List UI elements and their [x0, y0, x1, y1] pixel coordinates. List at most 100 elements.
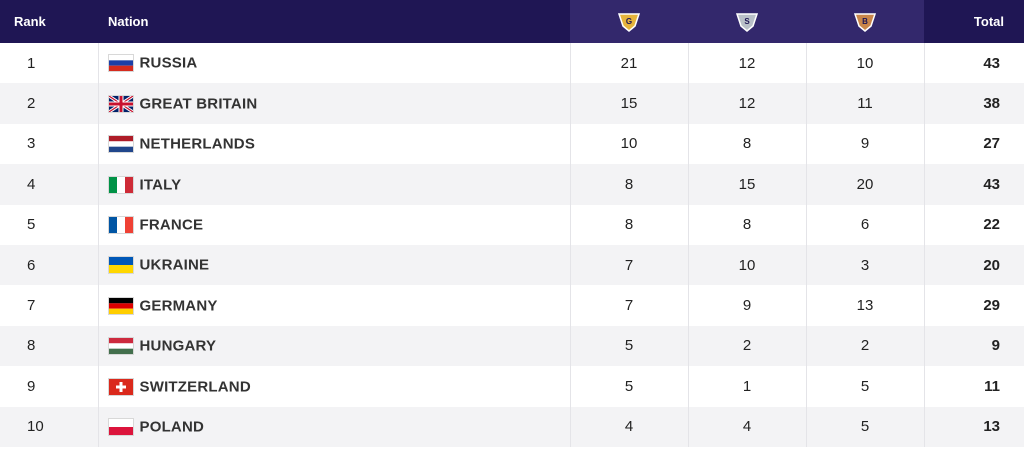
nation-name[interactable]: RUSSIA [139, 54, 198, 72]
total-count-cell: 22 [923, 204, 1024, 245]
gold-count-cell: 7 [569, 285, 688, 326]
nation-column-header[interactable]: Nation [108, 14, 149, 29]
rank-cell: 10 [27, 418, 44, 436]
bronze-count-cell: 3 [805, 244, 924, 286]
rank-cell: 5 [27, 216, 36, 234]
nation-name[interactable]: NETHERLANDS [139, 135, 256, 153]
total-count-cell: 43 [923, 164, 1024, 205]
hungary-flag-icon [108, 338, 133, 355]
silver-column-header[interactable]: S [688, 0, 806, 43]
total-column-header[interactable]: Total [973, 14, 1004, 29]
nation-cell: ITALY [97, 164, 570, 205]
nation-name[interactable]: UKRAINE [139, 256, 210, 274]
silver-count-cell: 4 [687, 406, 806, 447]
ukraine-flag-icon [108, 257, 133, 274]
table-row[interactable]: 9 SWITZERLAND 5 1 5 11 [0, 366, 1024, 407]
silver-count-cell: 1 [687, 366, 806, 407]
nation-cell: GERMANY [97, 285, 570, 326]
bronze-count-cell: 2 [805, 325, 924, 367]
gold-count-cell: 10 [569, 123, 688, 165]
switzerland-flag-icon [108, 378, 133, 395]
silver-count-cell: 12 [687, 43, 806, 84]
medal-table-body: 1 RUSSIA 21 12 10 43 2 GREAT BRITAIN 15 … [0, 43, 1024, 447]
total-count-cell: 11 [923, 366, 1024, 407]
table-row[interactable]: 4 ITALY 8 15 20 43 [0, 164, 1024, 205]
gold-medal-icon: G [618, 12, 640, 32]
silver-medal-icon: S [736, 12, 758, 32]
table-row[interactable]: 5 FRANCE 8 8 6 22 [0, 204, 1024, 245]
nation-cell: NETHERLANDS [97, 123, 570, 165]
nation-cell: UKRAINE [97, 244, 570, 286]
silver-count-cell: 8 [687, 123, 806, 165]
silver-count-cell: 12 [687, 83, 806, 124]
gold-count-cell: 4 [569, 406, 688, 447]
table-row[interactable]: 3 NETHERLANDS 10 8 9 27 [0, 123, 1024, 165]
total-count-cell: 29 [923, 285, 1024, 326]
germany-flag-icon [108, 297, 133, 314]
netherlands-flag-icon [108, 136, 133, 153]
gold-count-cell: 15 [569, 83, 688, 124]
bronze-medal-icon: B [854, 12, 876, 32]
bronze-count-cell: 9 [805, 123, 924, 165]
table-row[interactable]: 10 POLAND 4 4 5 13 [0, 406, 1024, 447]
nation-name[interactable]: SWITZERLAND [139, 378, 251, 396]
total-count-cell: 43 [923, 43, 1024, 84]
silver-count-cell: 2 [687, 325, 806, 367]
france-flag-icon [108, 217, 133, 234]
rank-cell: 2 [27, 95, 36, 113]
rank-cell: 1 [27, 54, 36, 72]
gold-count-cell: 8 [569, 204, 688, 245]
rank-column-header[interactable]: Rank [14, 14, 46, 29]
nation-name[interactable]: GERMANY [139, 297, 218, 315]
table-row[interactable]: 8 HUNGARY 5 2 2 9 [0, 325, 1024, 367]
table-row[interactable]: 7 GERMANY 7 9 13 29 [0, 285, 1024, 326]
nation-name[interactable]: GREAT BRITAIN [139, 95, 258, 113]
russia-flag-icon [108, 55, 133, 72]
gold-count-cell: 5 [569, 366, 688, 407]
silver-count-cell: 9 [687, 285, 806, 326]
bronze-count-cell: 6 [805, 204, 924, 245]
svg-text:S: S [744, 17, 750, 26]
silver-count-cell: 10 [687, 244, 806, 286]
rank-cell: 6 [27, 256, 36, 274]
gold-column-header[interactable]: G [570, 0, 688, 43]
table-row[interactable]: 2 GREAT BRITAIN 15 12 11 38 [0, 83, 1024, 124]
nation-cell: RUSSIA [97, 43, 570, 84]
total-count-cell: 27 [923, 123, 1024, 165]
nation-name[interactable]: HUNGARY [139, 337, 217, 355]
nation-cell: POLAND [97, 406, 570, 447]
nation-name[interactable]: POLAND [139, 418, 205, 436]
great-britain-flag-icon [108, 95, 133, 112]
bronze-count-cell: 11 [805, 83, 924, 124]
bronze-count-cell: 13 [805, 285, 924, 326]
total-count-cell: 9 [923, 325, 1024, 367]
svg-text:G: G [626, 17, 632, 26]
total-count-cell: 13 [923, 406, 1024, 447]
nation-cell: HUNGARY [97, 325, 570, 367]
medal-table-header: Rank Nation G S B Total [0, 0, 1024, 43]
header-row: Rank Nation G S B Total [0, 0, 1024, 43]
nation-cell: FRANCE [97, 204, 570, 245]
rank-cell: 4 [27, 175, 36, 193]
gold-count-cell: 7 [569, 244, 688, 286]
gold-count-cell: 5 [569, 325, 688, 367]
silver-count-cell: 8 [687, 204, 806, 245]
nation-name[interactable]: FRANCE [139, 216, 204, 234]
gold-count-cell: 21 [569, 43, 688, 84]
bronze-count-cell: 5 [805, 406, 924, 447]
nation-cell: SWITZERLAND [97, 366, 570, 407]
silver-count-cell: 15 [687, 164, 806, 205]
bronze-count-cell: 20 [805, 164, 924, 205]
bronze-column-header[interactable]: B [806, 0, 924, 43]
bronze-count-cell: 5 [805, 366, 924, 407]
rank-cell: 3 [27, 135, 36, 153]
gold-count-cell: 8 [569, 164, 688, 205]
rank-cell: 8 [27, 337, 36, 355]
bronze-count-cell: 10 [805, 43, 924, 84]
nation-cell: GREAT BRITAIN [97, 83, 570, 124]
table-row[interactable]: 1 RUSSIA 21 12 10 43 [0, 43, 1024, 84]
total-count-cell: 38 [923, 83, 1024, 124]
nation-name[interactable]: ITALY [139, 176, 182, 194]
table-row[interactable]: 6 UKRAINE 7 10 3 20 [0, 244, 1024, 286]
